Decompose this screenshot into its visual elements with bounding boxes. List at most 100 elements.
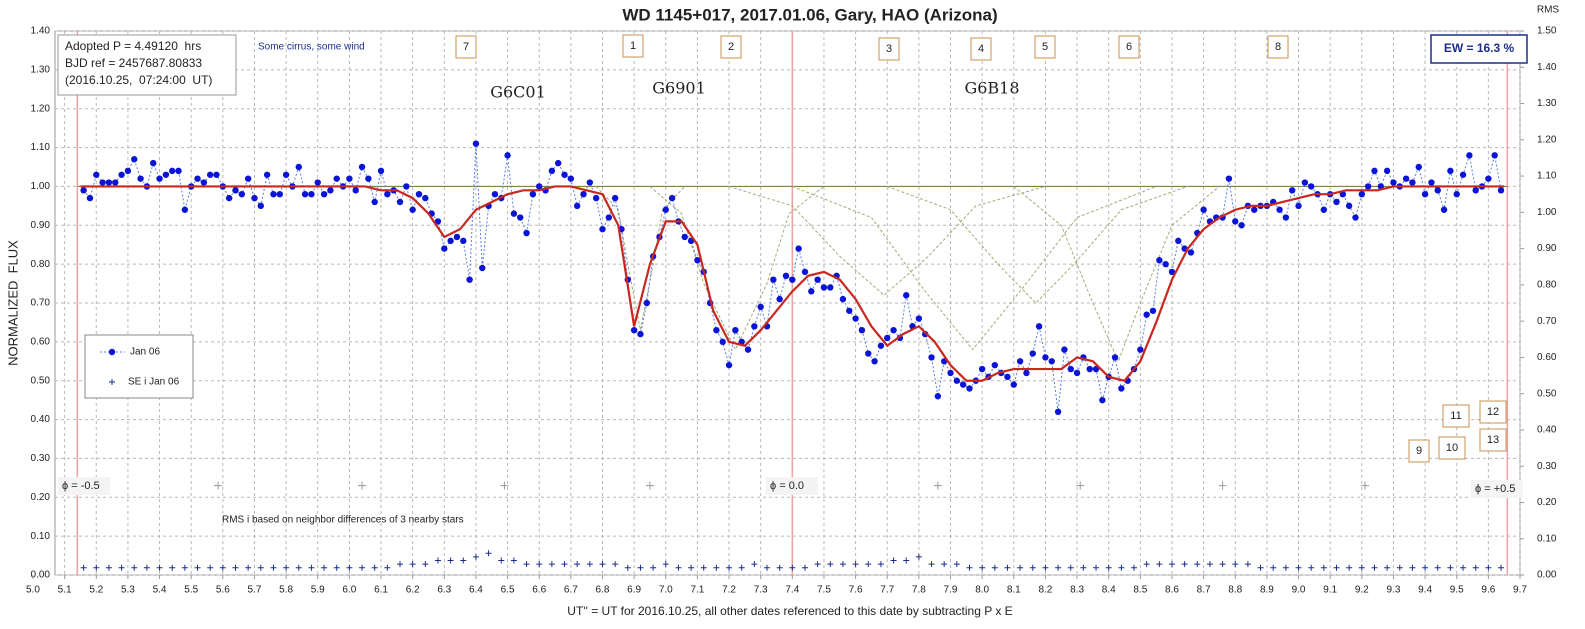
rms-point [156,564,163,571]
data-point [1390,179,1397,186]
data-point [320,191,328,198]
event-marker-box [720,35,742,59]
data-point [713,327,720,334]
data-point [175,167,182,175]
weather-note: Some cirrus, some wind [258,42,365,53]
data-point [453,233,461,241]
x-tick-label: 7.8 [912,585,926,596]
rms-point [599,561,606,568]
data-point [466,276,473,283]
rms-point [941,561,948,568]
data-point [181,206,189,213]
data-point [770,276,777,283]
data-point [1086,365,1093,373]
y2-tick-label: 1.40 [1537,62,1557,73]
x-tick-label: 7.0 [659,585,673,596]
x-tick-label: 6.8 [596,585,610,596]
data-point [529,191,537,198]
rms-point [852,561,859,568]
event-marker-box [1408,439,1430,463]
rms-point [915,553,922,560]
event-marker: 9 [1416,445,1422,457]
y-tick-label: 1.00 [31,181,51,192]
rms-point [688,564,695,571]
rms-point [650,564,657,571]
data-point [1364,183,1372,190]
event-marker-box [878,37,900,61]
x-axis-label: UT'' = UT for 2016.10.25, all other date… [567,604,1012,618]
rms-point [1460,564,1467,571]
rms-point [1067,564,1074,571]
data-point [1168,268,1176,276]
data-point [131,156,138,163]
data-point [295,163,302,171]
rms-point [877,561,884,568]
rms-point [80,564,87,571]
phase-tick [645,481,654,490]
rms-point [1371,564,1378,571]
data-point [1143,311,1150,318]
x-tick-label: 6.9 [627,585,641,596]
rms-point [1181,561,1188,568]
y2-tick-label: 0.20 [1537,497,1557,508]
data-point [808,288,815,295]
rms-point [1282,564,1289,571]
event-marker: 11 [1450,410,1461,422]
phase-tick [1218,481,1227,490]
rms-point [1472,564,1479,571]
data-point [681,233,688,241]
data-point [358,163,366,171]
data-point [396,198,404,206]
data-point [1156,257,1163,264]
data-point [124,167,132,175]
rms-point [397,561,404,568]
x-tick-label: 9.6 [1481,585,1495,596]
data-point [510,210,518,217]
rms-point [1055,564,1062,571]
event-marker: 8 [1275,41,1281,53]
data-point [99,179,106,186]
phase-label: ϕ = 0.0 [770,480,804,492]
data-point [1497,187,1505,194]
rms-point [726,564,733,571]
rms-point [801,564,808,571]
data-point [536,183,543,190]
data-point [668,194,676,202]
data-point [694,257,701,264]
y-tick-label: 0.30 [31,453,51,464]
data-point [1175,237,1182,245]
data-point [93,171,100,178]
phase-tick [500,481,509,490]
data-point [194,175,201,182]
data-point [852,315,859,322]
event-marker: 10 [1446,442,1458,454]
x-tick-label: 6.3 [437,585,451,596]
rms-note: RMS i based on neighbor differences of 3… [222,515,464,526]
dip-curve [887,185,1188,304]
rms-point [1206,561,1213,568]
y-tick-label: 0.60 [31,336,51,347]
rms-point [169,564,176,571]
rms-point [1029,564,1036,571]
data-point [751,323,758,330]
y2-tick-label: 0.60 [1537,352,1557,363]
info-line: BJD ref = 2457687.80833 [65,56,202,70]
ew-label: EW = 16.3 % [1444,41,1515,55]
y2-tick-label: 0.30 [1537,461,1557,472]
event-marker: 12 [1487,406,1499,418]
dip-curve [728,185,1046,296]
y2-tick-label: 0.70 [1537,316,1557,327]
rms-point [662,561,669,568]
rms-point [1156,561,1163,568]
rms-point [789,564,796,571]
x-tick-label: 8.5 [1133,585,1147,596]
x-tick-label: 7.7 [880,585,894,596]
rms-point [1358,564,1365,571]
data-point [1485,175,1492,182]
rms-point [1485,564,1492,571]
data-point [479,264,486,272]
y-tick-label: 1.40 [31,26,51,37]
phase-label-box [766,477,818,495]
data-point [877,342,885,349]
